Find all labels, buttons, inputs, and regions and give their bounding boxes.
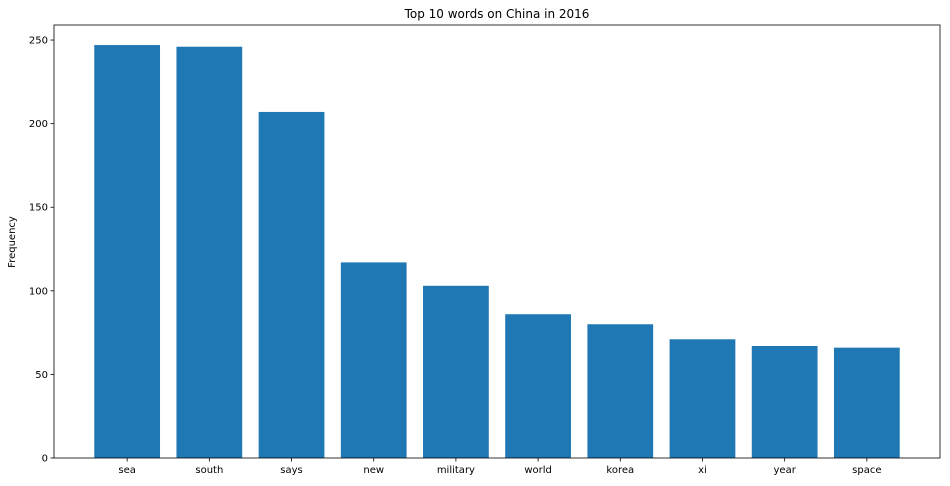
chart-title: Top 10 words on China in 2016 [404, 7, 590, 21]
x-tick-label: year [774, 465, 797, 476]
bars [94, 45, 900, 459]
bar-xi [669, 339, 736, 458]
x-tick-label: military [437, 465, 475, 476]
y-tick-label: 150 [29, 203, 48, 214]
bar-military [423, 285, 489, 458]
bar-sea [94, 45, 161, 459]
y-tick-label: 50 [35, 370, 48, 381]
x-tick-label: south [195, 465, 223, 476]
x-tick-label: xi [698, 465, 707, 476]
x-tick-label: says [280, 465, 302, 476]
x-tick-label: korea [606, 465, 634, 476]
y-tick-label: 0 [42, 454, 48, 465]
bar-south [176, 46, 243, 459]
x-tick-label: new [363, 465, 384, 476]
y-axis-ticks: 0 50 100 150 200 250 [29, 36, 54, 465]
y-tick-label: 200 [29, 119, 48, 130]
bar-says [258, 111, 325, 459]
x-tick-label: sea [118, 465, 136, 476]
x-tick-label: space [852, 465, 881, 476]
bar-space [833, 347, 900, 458]
x-tick-label: world [524, 465, 552, 476]
bar-new [340, 262, 407, 458]
bar-year [751, 345, 818, 458]
plot-frame [53, 24, 941, 459]
y-tick-label: 100 [29, 286, 48, 297]
y-tick-label: 250 [29, 36, 48, 47]
bar-world [505, 314, 571, 458]
bar-korea [587, 324, 654, 458]
y-axis-label: Frequency [7, 216, 18, 268]
x-axis-ticks: sea south says new military world korea xi year s… [118, 458, 882, 476]
